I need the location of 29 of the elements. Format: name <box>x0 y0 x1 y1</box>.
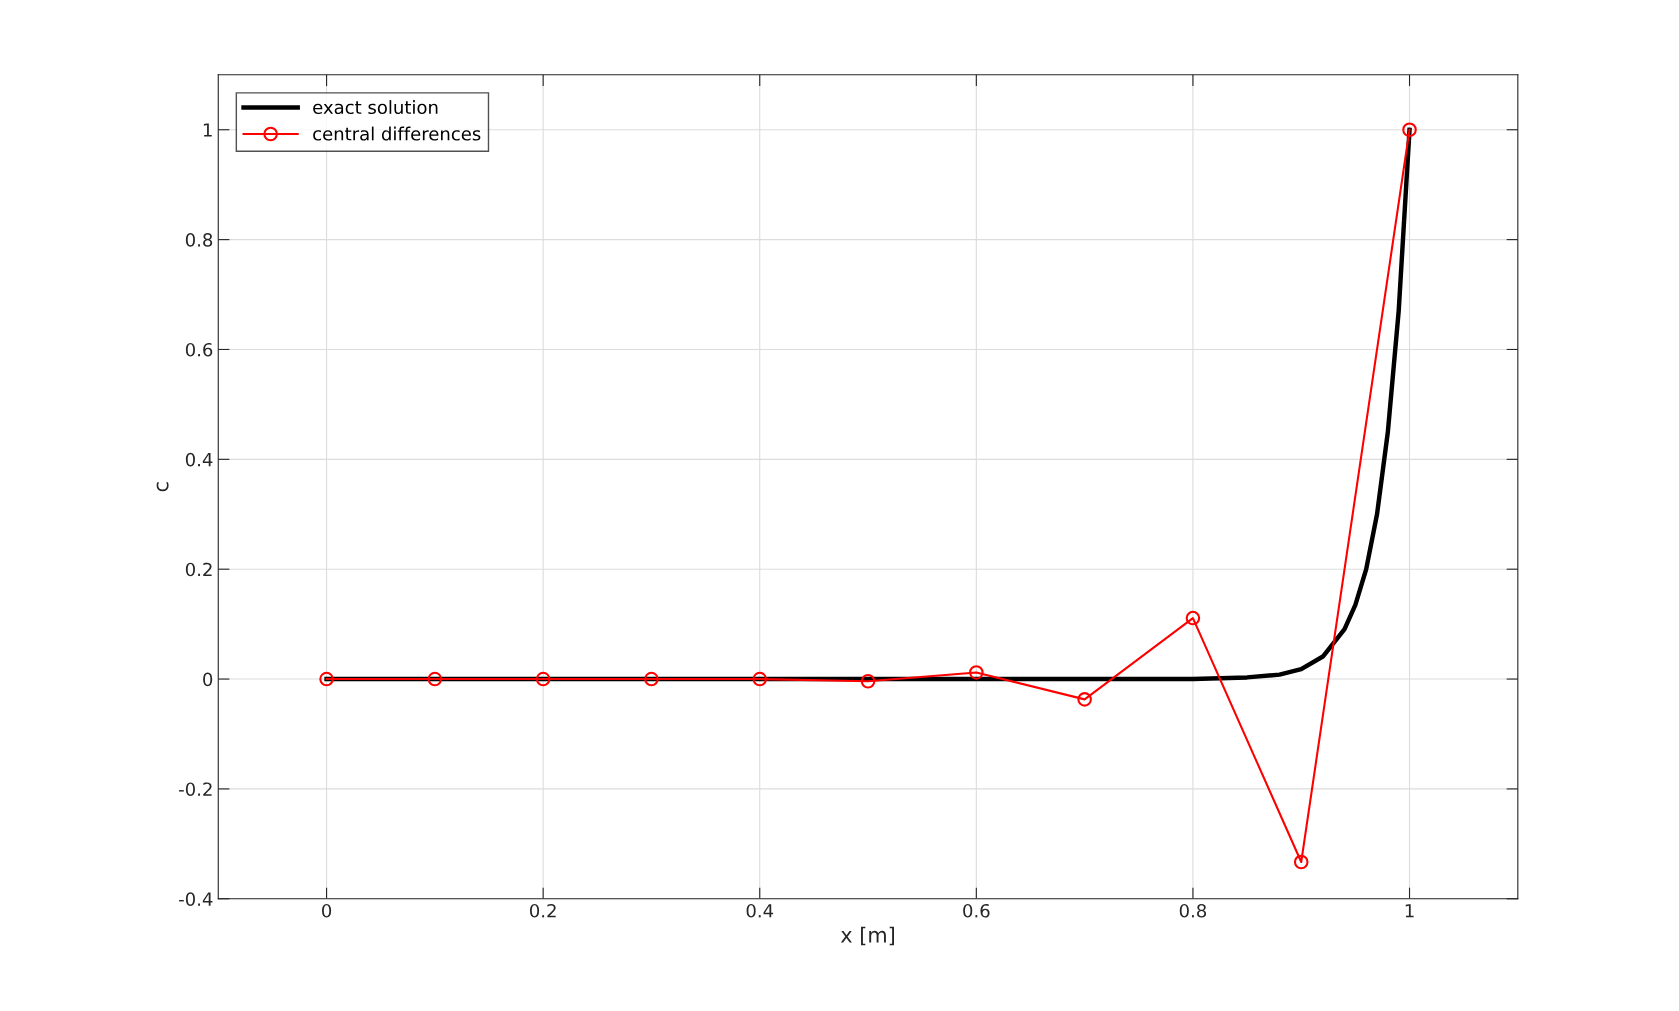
point <box>319 671 334 687</box>
point <box>1402 122 1417 138</box>
x-tick-label: 0 <box>322 903 332 918</box>
y-tick-label: 0 <box>203 672 213 687</box>
x-axis-title: x [m] <box>840 926 894 946</box>
y-tick-label: 0.4 <box>185 452 213 467</box>
point <box>860 673 876 689</box>
y-tick-label: 0.6 <box>185 342 213 357</box>
x-tick-label: 0.2 <box>529 903 556 918</box>
point <box>1185 610 1201 626</box>
point <box>752 671 768 687</box>
y-axis-title: c <box>156 482 169 492</box>
x-tick-label: 0.4 <box>746 903 774 918</box>
point <box>1293 854 1309 870</box>
y-tick-label: 0.8 <box>185 233 213 247</box>
point <box>427 671 443 687</box>
point <box>969 665 984 680</box>
y-tick-label: -0.2 <box>179 782 212 797</box>
x-tick-label: 1 <box>1405 904 1414 918</box>
point <box>535 671 551 687</box>
point <box>1077 692 1092 707</box>
legend-label: central differences <box>313 126 481 141</box>
legend-label: exact solution <box>313 100 438 115</box>
y-tick-label: 0.2 <box>185 562 212 577</box>
y-tick-label: -0.4 <box>179 892 213 906</box>
y-tick-label: 1 <box>203 123 212 137</box>
x-tick-label: 0.8 <box>1179 903 1207 918</box>
x-tick-label: 0.6 <box>963 903 990 918</box>
point <box>644 671 659 687</box>
